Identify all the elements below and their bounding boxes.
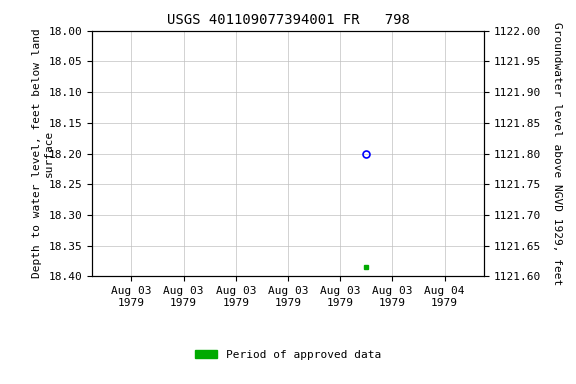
Title: USGS 401109077394001 FR   798: USGS 401109077394001 FR 798 (166, 13, 410, 27)
Y-axis label: Groundwater level above NGVD 1929, feet: Groundwater level above NGVD 1929, feet (552, 22, 562, 285)
Y-axis label: Depth to water level, feet below land
surface: Depth to water level, feet below land su… (32, 29, 54, 278)
Legend: Period of approved data: Period of approved data (191, 345, 385, 364)
